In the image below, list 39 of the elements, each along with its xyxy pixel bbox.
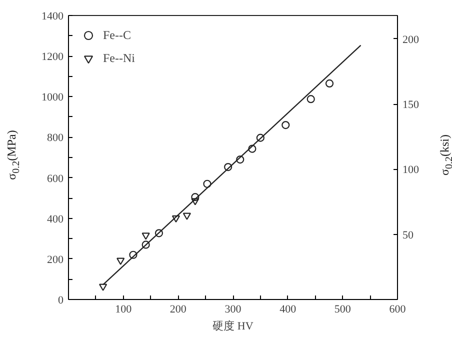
point <box>224 162 232 172</box>
point <box>129 250 138 259</box>
point <box>256 134 264 142</box>
point <box>325 79 334 88</box>
point <box>116 258 125 265</box>
legend-label: Fe--C <box>103 28 131 42</box>
y2-tick-label: 200 <box>402 34 420 46</box>
x-tick-label: 500 <box>334 304 352 316</box>
point <box>248 144 256 153</box>
point <box>142 232 150 240</box>
point <box>203 180 212 188</box>
y-tick-label: 800 <box>47 132 64 144</box>
y-tick-label: 1400 <box>42 10 64 22</box>
y-tick-label: 1000 <box>42 92 64 104</box>
x-tick-label: 300 <box>224 304 242 316</box>
x-axis-title: 硬度 HV <box>212 320 254 332</box>
point <box>191 198 200 206</box>
y2-tick-label: 100 <box>402 164 420 176</box>
x-tick-label: 400 <box>280 304 297 316</box>
y-tick-label: 400 <box>47 213 64 226</box>
point <box>142 240 150 249</box>
legend-label: Fe--Ni <box>103 50 135 66</box>
point <box>236 155 244 164</box>
y2-tick-label: 50 <box>402 229 414 242</box>
y-tick-label: 0 <box>58 294 64 306</box>
y2-tick-label: 150 <box>402 99 420 112</box>
point <box>172 215 180 223</box>
y-tick-label: 200 <box>47 254 64 266</box>
x-tick-label: 200 <box>170 304 187 316</box>
x-tick-label: 600 <box>389 304 406 316</box>
point <box>98 284 108 291</box>
x-tick-label: 100 <box>115 304 132 316</box>
point <box>182 212 191 220</box>
point <box>306 95 315 104</box>
point <box>282 121 290 130</box>
y-tick-label: 1200 <box>42 51 64 64</box>
y-tick-label: 600 <box>47 172 64 185</box>
point <box>191 193 200 202</box>
point <box>154 229 164 238</box>
